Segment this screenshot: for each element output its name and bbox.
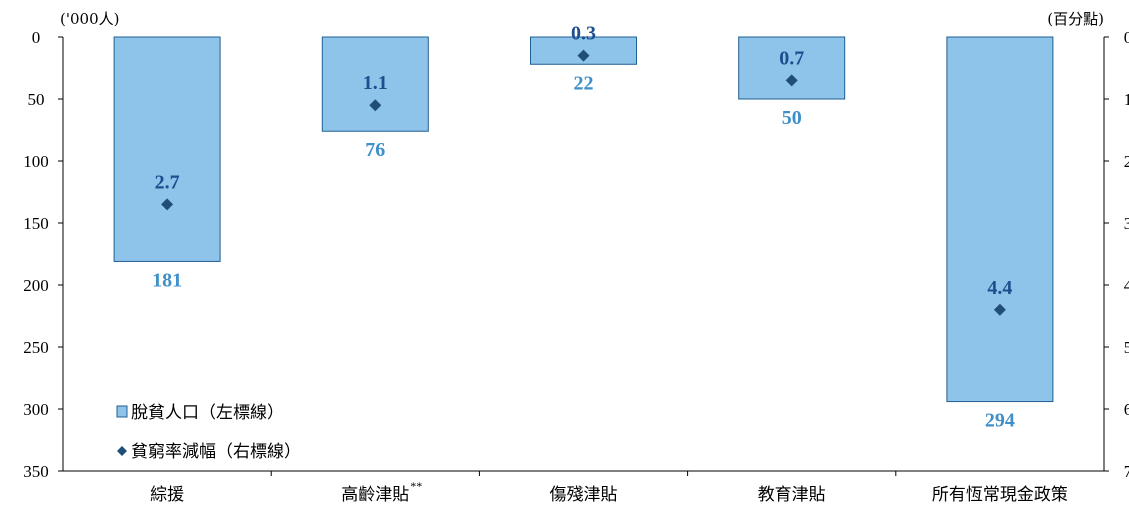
point-data-label: 0.7 [779, 47, 804, 69]
bar [113, 36, 221, 262]
left-axis-unit: ('000人) [60, 10, 119, 28]
right-axis-tick-label: 1 [1124, 90, 1129, 109]
category-label: 教育津貼 [758, 485, 826, 505]
point-data-label: 1.1 [363, 72, 388, 94]
bar [321, 36, 429, 132]
left-axis-tick-label: 200 [23, 276, 49, 295]
legend-marker-swatch [117, 446, 127, 456]
category-superscript: ** [410, 479, 422, 493]
point-marker [369, 99, 382, 112]
bar-data-label: 76 [365, 139, 385, 161]
right-axis-tick-label: 4 [1124, 276, 1129, 295]
legend: 脫貧人口（左標線） 貧窮率減幅（右標線） [116, 403, 301, 462]
legend-bar-swatch [116, 405, 128, 418]
point-marker [161, 198, 174, 211]
left-axis-tick-label: 0 [32, 28, 41, 47]
right-axis-tick-label: 2 [1124, 152, 1129, 171]
left-axis-tick-label: 300 [23, 400, 49, 419]
right-axis-tick-label: 5 [1124, 338, 1129, 357]
point-data-label: 4.4 [987, 277, 1012, 299]
bar-data-label: 50 [782, 107, 802, 129]
legend-bar-label: 脫貧人口（左標線） [131, 403, 284, 423]
plot-area: 0 50 100 150 200 250 300 350 0 1 2 3 4 5 6 7 181 2.7 綜援 76 1… [23, 23, 1129, 505]
left-axis-tick-label: 50 [28, 90, 45, 109]
right-axis-tick-label: 0 [1124, 28, 1129, 47]
left-axis-tick-label: 250 [23, 338, 49, 357]
category-label: 高齡津貼 [341, 485, 409, 505]
point-marker [577, 49, 590, 62]
right-axis-tick-label: 7 [1124, 462, 1129, 481]
bar-data-label: 294 [985, 410, 1015, 432]
right-axis-tick-label: 3 [1124, 214, 1129, 233]
point-marker [785, 74, 798, 87]
left-axis-tick-label: 150 [23, 214, 49, 233]
bar [738, 36, 846, 100]
right-axis-unit: (百分點) [1047, 10, 1104, 28]
category-label: 所有恆常現金政策 [932, 485, 1068, 505]
bar [946, 36, 1054, 403]
left-axis-tick-label: 100 [23, 152, 49, 171]
bar-data-label: 22 [574, 72, 594, 94]
right-axis-tick-label: 6 [1124, 400, 1129, 419]
legend-marker-label: 貧窮率減幅（右標線） [131, 442, 301, 462]
point-data-label: 2.7 [155, 171, 180, 193]
category-label: 綜援 [150, 485, 184, 505]
category-label: 傷殘津貼 [550, 485, 618, 505]
point-marker [993, 303, 1006, 316]
bar-data-label: 181 [152, 269, 182, 291]
point-data-label: 0.3 [571, 23, 596, 45]
left-axis-tick-label: 350 [23, 462, 49, 481]
